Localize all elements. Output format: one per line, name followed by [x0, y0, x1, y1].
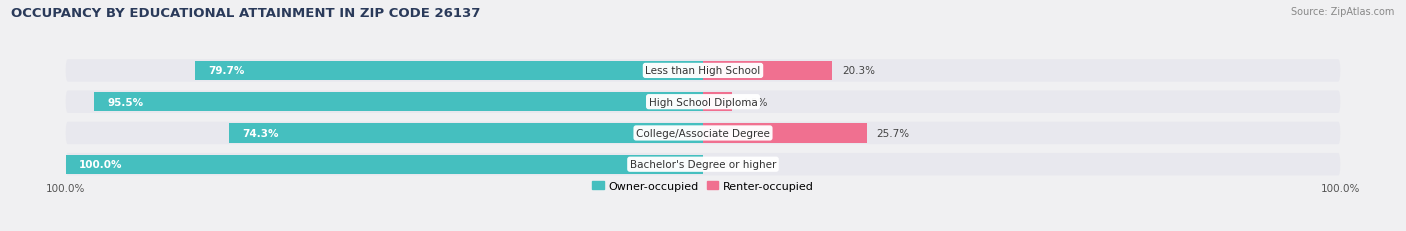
Text: 95.5%: 95.5% [107, 97, 143, 107]
Text: 74.3%: 74.3% [242, 128, 278, 138]
Text: 4.5%: 4.5% [741, 97, 768, 107]
Text: 0.0%: 0.0% [713, 160, 738, 170]
Text: 25.7%: 25.7% [876, 128, 910, 138]
Legend: Owner-occupied, Renter-occupied: Owner-occupied, Renter-occupied [588, 176, 818, 195]
Bar [703, 124, 866, 143]
Bar [195, 61, 703, 81]
FancyBboxPatch shape [66, 60, 1340, 82]
Bar [66, 155, 703, 174]
Text: OCCUPANCY BY EDUCATIONAL ATTAINMENT IN ZIP CODE 26137: OCCUPANCY BY EDUCATIONAL ATTAINMENT IN Z… [11, 7, 481, 20]
Text: College/Associate Degree: College/Associate Degree [636, 128, 770, 138]
Text: 79.7%: 79.7% [208, 66, 245, 76]
FancyBboxPatch shape [66, 153, 1340, 176]
Text: 100.0%: 100.0% [46, 183, 86, 193]
FancyBboxPatch shape [66, 122, 1340, 145]
Text: Bachelor's Degree or higher: Bachelor's Degree or higher [630, 160, 776, 170]
FancyBboxPatch shape [66, 91, 1340, 113]
Bar [94, 93, 703, 112]
Text: High School Diploma: High School Diploma [648, 97, 758, 107]
Bar [703, 61, 832, 81]
Text: 100.0%: 100.0% [1320, 183, 1360, 193]
Text: Less than High School: Less than High School [645, 66, 761, 76]
Text: 100.0%: 100.0% [79, 160, 122, 170]
Bar [703, 93, 731, 112]
Text: 20.3%: 20.3% [842, 66, 875, 76]
Text: Source: ZipAtlas.com: Source: ZipAtlas.com [1291, 7, 1395, 17]
Bar [229, 124, 703, 143]
